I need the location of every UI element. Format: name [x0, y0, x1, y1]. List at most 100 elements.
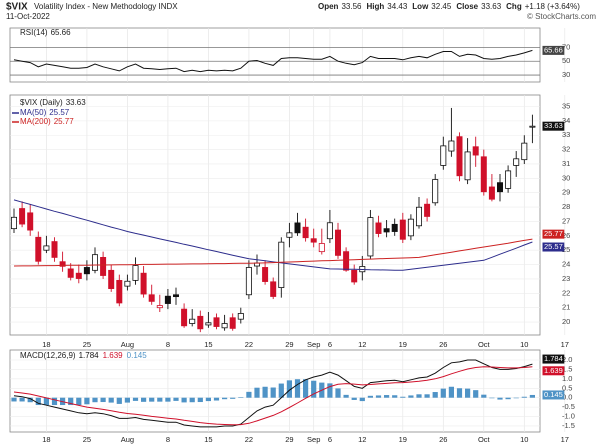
candle-body	[92, 254, 99, 271]
x-tick-label: 26	[439, 435, 447, 444]
histogram-bar	[100, 397, 106, 403]
quote-label: Low	[412, 2, 429, 11]
candle-body	[415, 206, 422, 227]
histogram-bar	[165, 397, 171, 402]
candle-body	[221, 323, 228, 329]
candle-body	[424, 203, 431, 217]
candle-body	[172, 294, 179, 298]
histogram-bar	[303, 379, 309, 398]
x-tick-label: 18	[42, 435, 50, 444]
histogram-bar	[513, 397, 519, 399]
candle-body	[108, 269, 115, 289]
x-tick-label: 22	[245, 435, 253, 444]
x-tick-label: Oct	[478, 435, 491, 444]
candle-body	[116, 279, 123, 304]
candle-body	[245, 267, 252, 296]
histogram-bar	[19, 397, 25, 402]
histogram-bar	[197, 397, 203, 403]
x-tick-label: 18	[42, 340, 50, 349]
x-tick-label: 29	[285, 340, 293, 349]
histogram-bar	[254, 387, 260, 398]
y-tick-label: 23	[562, 274, 570, 283]
macd-line	[13, 359, 533, 428]
candle-body	[505, 170, 512, 189]
histogram-bar	[505, 397, 511, 400]
quote-label: High	[366, 2, 384, 11]
x-tick-label: Sep	[307, 435, 320, 444]
legend-name: RSI(14)	[20, 28, 48, 37]
panel-frame	[9, 94, 541, 336]
quote-value: +1.18 (+3.64%)	[525, 2, 580, 11]
candle-body	[189, 318, 196, 324]
last-value-label: 25.57	[544, 242, 563, 251]
candle-body	[181, 308, 188, 327]
x-tick-label: 29	[285, 435, 293, 444]
histogram-bar	[384, 395, 390, 398]
last-value-box	[542, 242, 565, 252]
candle-body	[432, 179, 439, 204]
candle-body	[43, 245, 50, 251]
histogram-bar	[124, 397, 130, 403]
y-tick-label: 29	[562, 188, 570, 197]
candle-body	[83, 267, 90, 275]
candle-body	[334, 229, 341, 256]
histogram-bar	[84, 397, 90, 405]
y-tick-label: 25	[562, 245, 570, 254]
histogram-bar	[213, 397, 220, 401]
last-value-box	[542, 390, 565, 400]
candle-body	[262, 267, 269, 282]
candle-body	[448, 140, 455, 152]
x-tick-label: 10	[520, 340, 528, 349]
y-tick-label: 0.5	[562, 383, 572, 392]
histogram-bar	[481, 394, 487, 398]
candle-body	[343, 251, 350, 271]
histogram-bar	[157, 397, 163, 402]
histogram-bar	[367, 395, 373, 398]
x-tick-label: 12	[358, 340, 366, 349]
y-tick-label: -1.0	[562, 412, 575, 421]
candle-body	[286, 232, 293, 238]
candle-body	[213, 317, 220, 327]
panel-frame	[9, 349, 541, 433]
y-tick-label: 27	[562, 216, 570, 225]
x-tick-label: 25	[83, 340, 91, 349]
histogram-bar	[456, 388, 463, 398]
legend-name: $VIX (Daily)	[20, 98, 63, 107]
security-name: Volatility Index - New Methodology INDX	[34, 2, 178, 11]
x-tick-label: 15	[204, 435, 212, 444]
histogram-bar	[489, 397, 495, 399]
histogram-bar	[424, 394, 430, 398]
candle-body	[132, 265, 139, 281]
histogram-bar	[440, 388, 446, 398]
histogram-bar	[521, 396, 527, 398]
y-tick-label: 20	[562, 317, 570, 326]
y-tick-label: -0.5	[562, 402, 575, 411]
y-tick-label: 33	[562, 130, 570, 139]
candle-body	[513, 158, 520, 166]
quote-label: Chg	[506, 2, 522, 11]
histogram-bar	[246, 391, 252, 398]
candle-body	[75, 272, 82, 279]
candle-body	[124, 280, 131, 287]
histogram-bar	[375, 395, 382, 398]
candle-body	[407, 218, 414, 237]
x-tick-label: 10	[520, 435, 528, 444]
legend-value: 1.784	[79, 351, 100, 360]
y-tick-label: 21	[562, 303, 570, 312]
x-tick-label: 26	[439, 340, 447, 349]
quote-label: Open	[318, 2, 339, 11]
histogram-bar	[222, 397, 228, 400]
candle-body	[156, 305, 163, 309]
x-tick-label: 22	[245, 340, 253, 349]
histogram-bar	[343, 394, 349, 398]
legend-value: 25.77	[54, 117, 75, 126]
histogram-bar	[43, 397, 49, 406]
legend-value: 1.639	[103, 351, 124, 360]
histogram-bar	[529, 394, 535, 398]
candle-body	[35, 236, 42, 262]
y-tick-label: 22	[562, 288, 570, 297]
histogram-bar	[335, 388, 341, 398]
y-tick-label: 28	[562, 202, 570, 211]
histogram-bar	[262, 386, 268, 398]
histogram-bar	[116, 397, 122, 404]
